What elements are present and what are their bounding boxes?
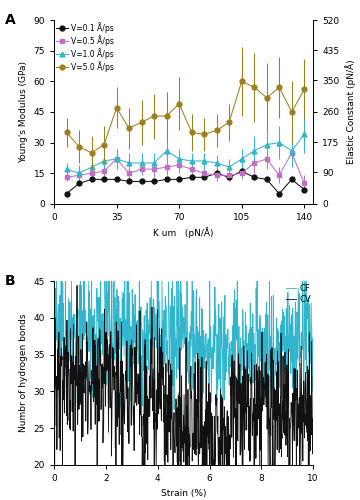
- CV: [249, 382, 253, 388]
- Y-axis label: Young's Modulus (GPa): Young's Modulus (GPa): [19, 61, 28, 163]
- CV: [75, 282, 79, 288]
- Y-axis label: Numbr of hydrogen bonds: Numbr of hydrogen bonds: [19, 314, 28, 432]
- CF: [68, 334, 72, 340]
- CV: [276, 412, 280, 418]
- CV: [52, 334, 56, 340]
- CF: [54, 278, 59, 284]
- CV: [217, 449, 222, 455]
- CF: [210, 374, 214, 380]
- CV: [68, 427, 72, 433]
- CV: [210, 462, 214, 468]
- Text: A: A: [5, 12, 15, 26]
- CF: [276, 344, 280, 350]
- Text: B: B: [5, 274, 15, 288]
- Line: CF: CF: [54, 281, 313, 435]
- Legend: CF, CV: CF, CV: [286, 284, 311, 304]
- CV: [311, 374, 315, 380]
- CF: [217, 366, 222, 372]
- CF: [203, 343, 207, 349]
- CF: [249, 354, 253, 360]
- CF: [221, 432, 225, 438]
- X-axis label: K um   (pN/Å): K um (pN/Å): [153, 228, 214, 238]
- CV: [203, 462, 207, 468]
- CV: [53, 462, 57, 468]
- X-axis label: Strain (%): Strain (%): [161, 488, 206, 498]
- Y-axis label: Elastic Constant (pN/Å): Elastic Constant (pN/Å): [345, 60, 356, 164]
- Line: CV: CV: [54, 286, 313, 465]
- CF: [311, 326, 315, 332]
- Legend: V=0.1 Å/ps, V=0.5 Å/ps, V=1.0 Å/ps, V=5.0 Å/ps: V=0.1 Å/ps, V=0.5 Å/ps, V=1.0 Å/ps, V=5.…: [56, 22, 114, 72]
- CF: [52, 346, 56, 352]
